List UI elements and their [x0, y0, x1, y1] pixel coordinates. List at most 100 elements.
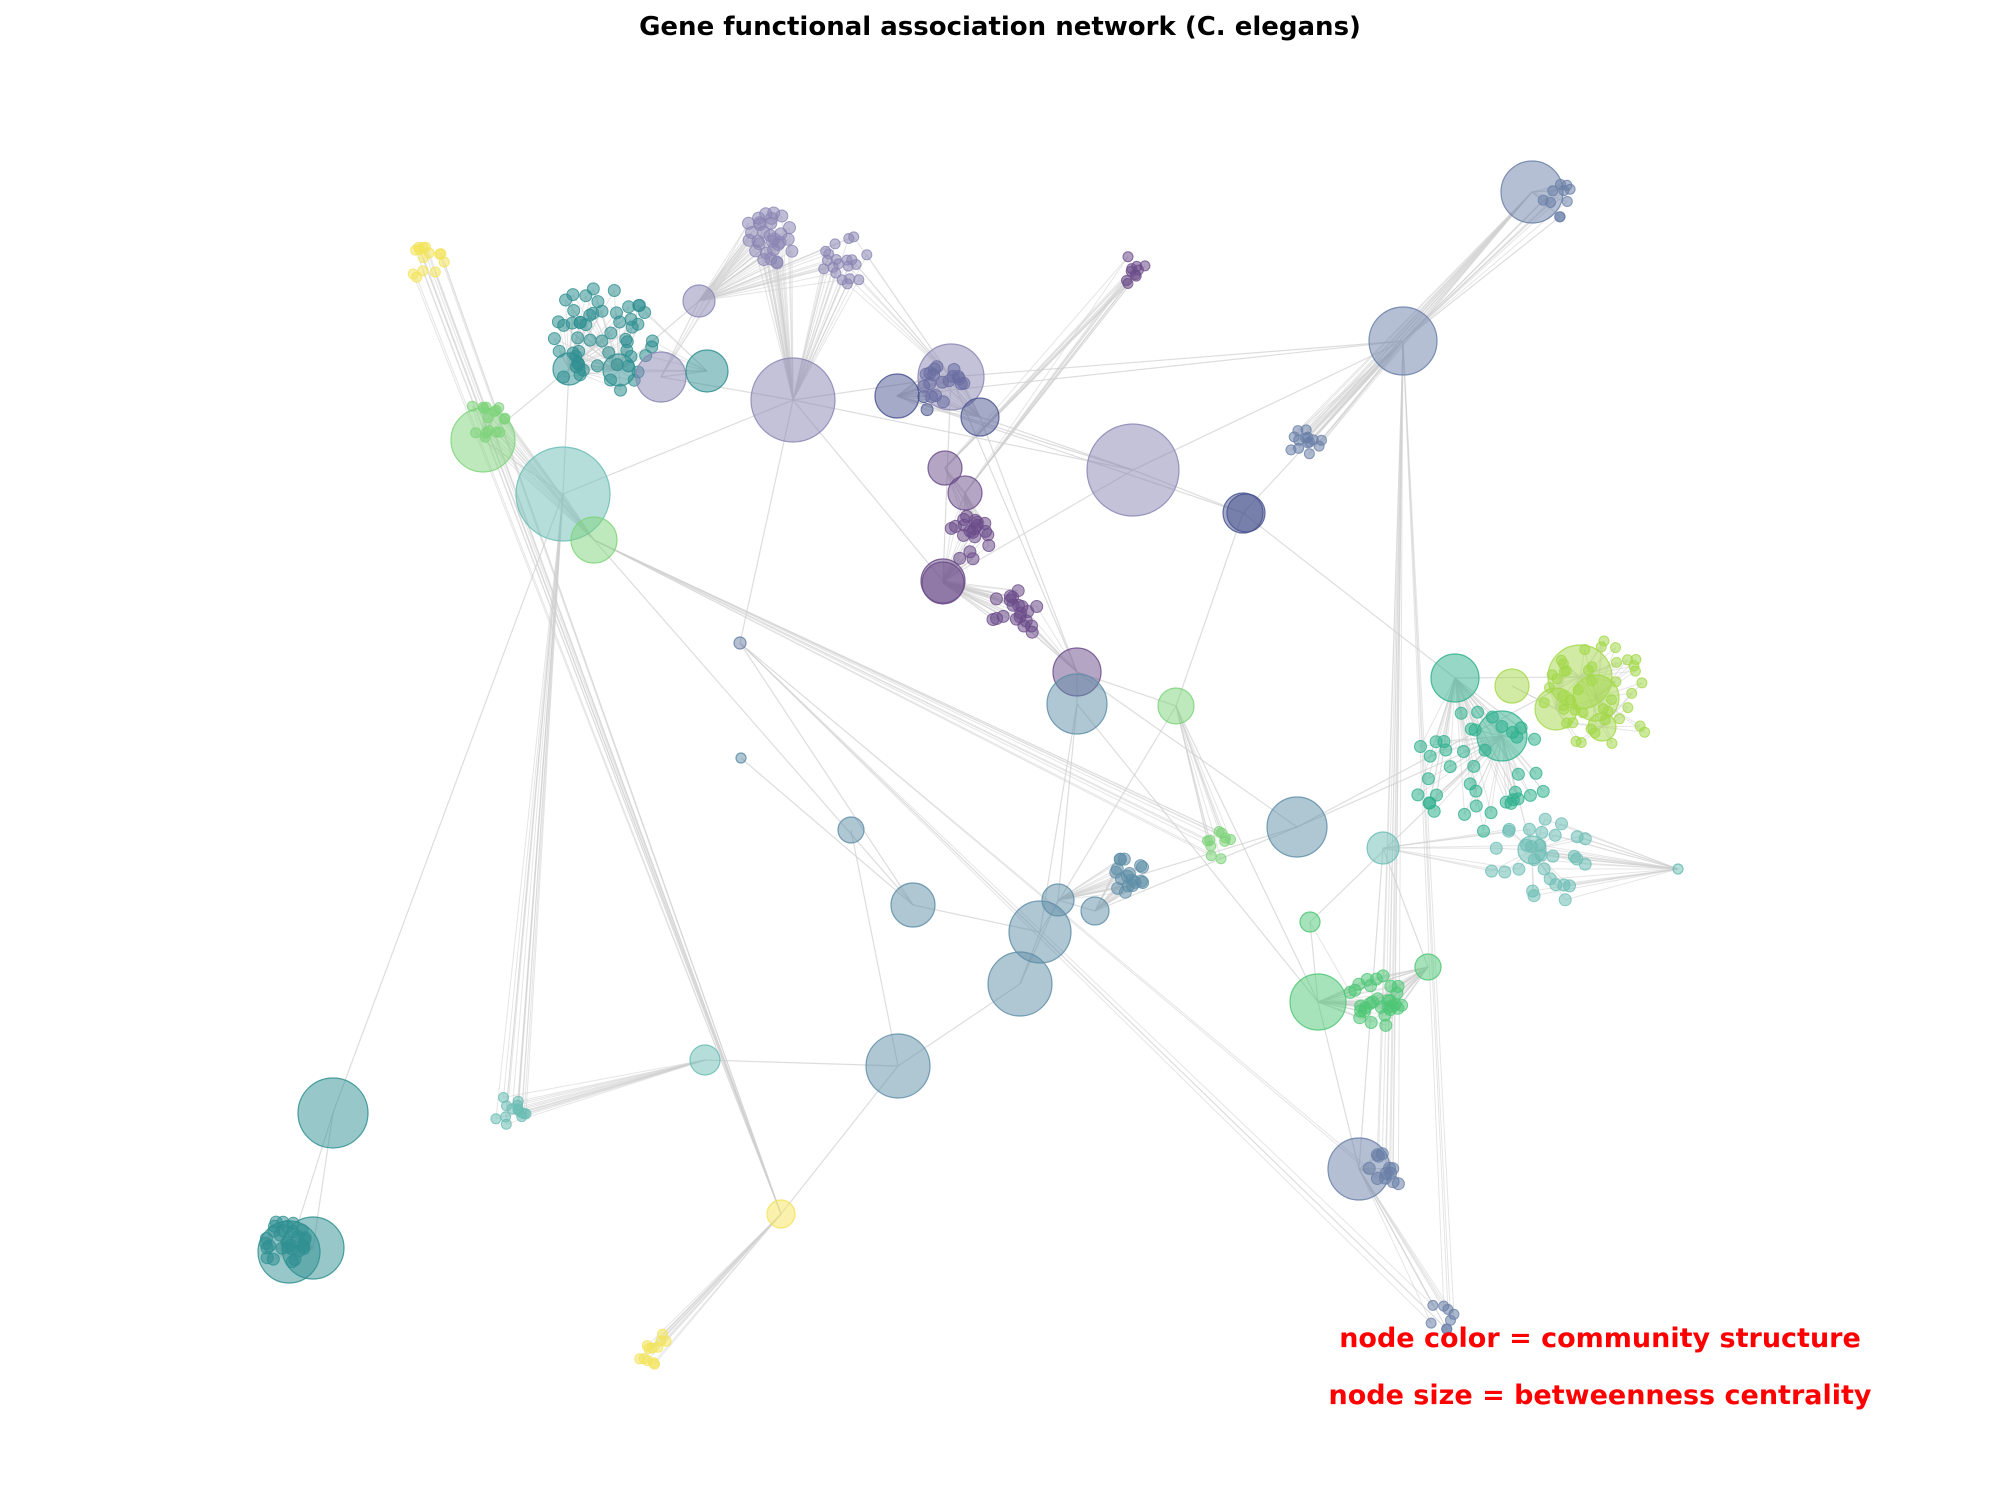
edge-cluster-368-n7 — [593, 539, 1210, 841]
edge-cluster-163-n34 — [964, 274, 1136, 494]
edge-cluster-421-n2 — [1402, 340, 1452, 1321]
cluster-node-k-teal-top-51 — [620, 335, 634, 349]
edge-cluster-329-n53 — [1585, 838, 1679, 870]
cluster-node-k-lime-r-262 — [1639, 726, 1651, 738]
cluster-node-k-lav-2-117 — [853, 274, 865, 286]
edge-cluster-134-n42 — [698, 250, 826, 302]
cluster-node-k-slate-r-216 — [1285, 444, 1297, 456]
edge-cluster-336-n53 — [1531, 845, 1679, 870]
edge-cluster-378-n40 — [1309, 921, 1351, 993]
cluster-node-k-slate-tr-220 — [1561, 196, 1573, 207]
cluster-node-k-tgreen-r-285 — [1454, 706, 1468, 720]
cluster-node-k-purple-low-201 — [989, 592, 1003, 606]
cluster-node-k-tlight-r-326 — [1526, 884, 1540, 898]
cluster-node-k-lime-r-241 — [1606, 737, 1618, 749]
cluster-node-k-purple-mid-184 — [960, 509, 974, 523]
edge-n7-n24 — [593, 539, 914, 906]
cluster-node-k-tgreen-r-280 — [1414, 740, 1427, 753]
cluster-node-k-teal-top-35 — [547, 332, 561, 346]
hub-node-n7 — [570, 516, 618, 564]
cluster-node-k-teal-top-34 — [567, 304, 581, 317]
cluster-node-k-green-low-387 — [1376, 969, 1390, 983]
cluster-node-k-tgreen-r-293 — [1423, 749, 1437, 763]
cluster-node-k-tlight-r-329 — [1578, 832, 1592, 846]
cluster-node-k-purple-low-204 — [1011, 598, 1025, 612]
hub-node-n34 — [947, 475, 983, 511]
edge-cluster-456-n5 — [502, 493, 564, 1098]
edge-cluster-457-n5 — [495, 493, 564, 1119]
hub-node-n30 — [257, 1220, 321, 1284]
cluster-node-k-purple-low-197 — [1025, 619, 1038, 633]
edge-cluster-131-n42 — [698, 243, 836, 302]
hub-node-n35 — [921, 561, 965, 605]
cluster-node-k-tgreen-r-287 — [1443, 760, 1457, 774]
hub-node-n37 — [602, 353, 636, 387]
edge-cluster-416-n51 — [739, 642, 1432, 1324]
cluster-node-k-green-low-398 — [1358, 1001, 1372, 1015]
cluster-node-k-tlight-r-334 — [1485, 864, 1499, 878]
cluster-node-k-purple-mid-167 — [953, 551, 967, 565]
hub-node-n11 — [874, 373, 920, 419]
edge-cluster-460-n31 — [505, 1059, 706, 1118]
cluster-node-k-tlight-bl-465 — [512, 1099, 523, 1111]
edge-n13-n17 — [1175, 512, 1244, 707]
hub-node-n41 — [1414, 953, 1442, 981]
cluster-node-k-lav-top-113 — [752, 211, 766, 225]
hub-node-n18 — [1430, 653, 1480, 703]
hub-node-n5 — [515, 446, 611, 542]
edge-cluster-462-n5 — [505, 493, 564, 1125]
cluster-node-k-tlight-r-333 — [1522, 822, 1536, 836]
cluster-node-k-tlight-r-327 — [1538, 812, 1552, 826]
cluster-node-k-tgreen-r-306 — [1411, 788, 1425, 802]
edge-cluster-12-n32 — [439, 254, 782, 1215]
cluster-node-k-green-low-400 — [1352, 977, 1366, 991]
cluster-node-k-tgreen-r-296 — [1523, 788, 1537, 802]
edge-cluster-339-n53 — [1576, 858, 1679, 870]
hub-node-n28 — [297, 1077, 369, 1149]
cluster-node-k-tlight-r-331 — [1558, 893, 1572, 907]
cluster-node-k-teal-top-27 — [571, 331, 585, 345]
cluster-node-k-lgreen-m-371 — [1216, 827, 1228, 839]
cluster-node-k-steel-mid-359 — [1126, 879, 1139, 892]
cluster-node-k-tlight-bl-463 — [516, 1111, 528, 1123]
edge-n11-n13 — [896, 395, 1244, 514]
hub-node-n39 — [1366, 831, 1400, 865]
edge-n51-n24 — [739, 642, 914, 906]
cluster-node-k-purple-low-198 — [986, 613, 1000, 626]
edge-cluster-370-n7 — [593, 539, 1211, 847]
cluster-node-k-tlight-bl-457 — [490, 1113, 502, 1125]
cluster-node-k-tlight-r-342 — [1489, 841, 1503, 855]
cluster-node-k-teal-top-53 — [573, 315, 587, 329]
cluster-node-k-teal-top-52 — [595, 334, 609, 348]
hub-node-n3 — [750, 357, 836, 443]
cluster-node-k-tlight-r-337 — [1543, 872, 1557, 886]
edge-cluster-405-n2 — [1389, 340, 1404, 1169]
edge-cluster-463-n5 — [521, 493, 564, 1117]
edge-cluster-475-n32 — [646, 1213, 782, 1346]
cluster-node-k-lav-2-127 — [841, 278, 853, 290]
cluster-node-k-teal-top-67 — [579, 289, 593, 303]
cluster-node-k-lime-r-272 — [1626, 687, 1638, 699]
cluster-node-k-teal-top-68 — [583, 333, 597, 347]
cluster-node-k-purple-top-160 — [1122, 251, 1134, 263]
cluster-node-k-tlight-r-339 — [1570, 852, 1584, 866]
hub-node-n17 — [1157, 687, 1195, 725]
hub-node-n8 — [917, 343, 985, 411]
edge-cluster-465-n5 — [516, 493, 564, 1106]
hub-node-n32 — [766, 1199, 796, 1229]
edge-cluster-473-n32 — [653, 1213, 782, 1364]
edge-cluster-412-n2 — [1397, 340, 1404, 1184]
cluster-node-k-lav-2-126 — [833, 258, 844, 270]
edge-cluster-366-n17 — [1175, 705, 1222, 859]
cluster-node-k-yellow-top-12 — [434, 248, 446, 260]
cluster-node-k-tlight-r-340 — [1557, 878, 1571, 892]
edge-cluster-340-n53 — [1563, 868, 1679, 886]
hub-node-n43 — [1041, 883, 1075, 917]
edge-cluster-343-n39 — [1382, 847, 1519, 870]
edge-cluster-417-n51 — [739, 642, 1448, 1330]
hub-node-n36 — [552, 352, 586, 386]
cluster-node-k-yellow-top-11 — [429, 266, 441, 278]
cluster-node-k-lav-2-132 — [830, 267, 842, 279]
cluster-node-k-lav-top-108 — [742, 216, 755, 230]
